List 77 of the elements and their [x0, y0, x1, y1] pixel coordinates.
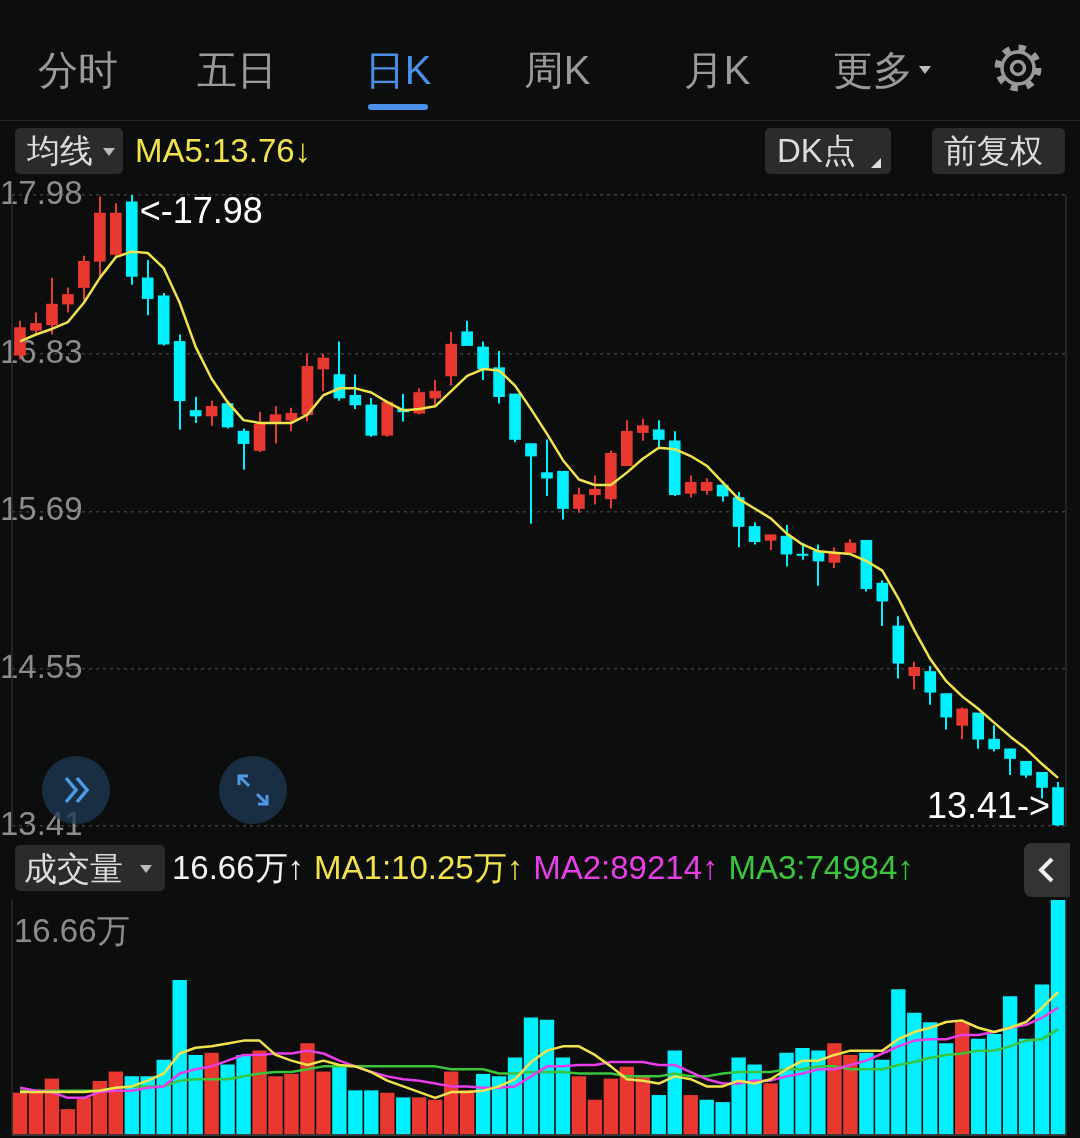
candlestick [461, 319, 473, 347]
bar [763, 1083, 778, 1135]
text: 分时 [38, 48, 118, 92]
chart-title: 成交量 [24, 849, 123, 889]
candlestick [269, 405, 282, 445]
bar [1034, 984, 1050, 1135]
text: MA3:74984↑ [728, 848, 914, 888]
bar [491, 1076, 507, 1135]
bar [923, 1022, 938, 1135]
bar [28, 1092, 44, 1135]
candlestick [684, 474, 697, 499]
bar [555, 1057, 571, 1135]
bar [380, 1092, 395, 1135]
candlestick [1004, 747, 1016, 777]
bar [986, 1033, 1002, 1135]
annotation: 16.66万 [14, 911, 130, 949]
bar [1002, 996, 1018, 1135]
bar [587, 1099, 603, 1135]
candlestick [189, 395, 202, 424]
text: 月K [683, 48, 751, 92]
y-tick-label: 15.69 [0, 490, 83, 528]
candlestick [956, 706, 969, 741]
candlestick [589, 474, 601, 506]
bar [60, 1109, 76, 1135]
candlestick [141, 258, 154, 317]
bar [1050, 900, 1066, 1135]
bar [428, 1099, 443, 1135]
text: 五日 [197, 48, 277, 92]
candlestick [237, 427, 250, 471]
bar [204, 1052, 219, 1135]
bar [571, 1076, 587, 1135]
text: 日K [364, 48, 432, 92]
bar [412, 1097, 427, 1135]
candlestick [876, 579, 889, 627]
text: 前复权 [944, 131, 1043, 171]
text: 更多 [833, 48, 913, 92]
bar [603, 1078, 619, 1135]
bar [539, 1019, 555, 1135]
candlestick [525, 442, 537, 525]
y-tick-label: 17.98 [0, 174, 83, 212]
candlestick [205, 399, 218, 427]
text: MA2:89214↑ [533, 848, 719, 888]
candlestick [541, 438, 553, 498]
bar [970, 1038, 986, 1135]
text: 16.66万↑ [172, 848, 305, 888]
candlestick [748, 521, 761, 546]
candlestick [908, 660, 921, 691]
candlestick [652, 419, 665, 449]
text: 均线 [27, 131, 93, 171]
annotation: 13.41-> [926, 785, 1051, 827]
annotation: <-17.98 [139, 189, 263, 231]
candlestick [988, 724, 1000, 753]
bar [1018, 1038, 1034, 1135]
bar [955, 1022, 970, 1135]
candlestick [30, 311, 42, 336]
candlestick [62, 286, 74, 314]
candlestick [413, 387, 426, 416]
candlestick [429, 379, 442, 406]
candlestick [636, 417, 649, 442]
text: MA5:13.76↓ [135, 131, 312, 171]
candlestick [573, 486, 585, 514]
bar [939, 1043, 954, 1135]
text: 周K [523, 48, 591, 92]
bar [651, 1095, 666, 1135]
bar [396, 1097, 411, 1135]
candlestick [349, 373, 362, 411]
y-tick-label: 13.41 [0, 805, 83, 843]
y-tick-label: 14.55 [0, 647, 83, 685]
candlestick [477, 340, 489, 382]
candlestick [924, 664, 937, 706]
bar [76, 1097, 92, 1135]
bar [12, 1092, 28, 1135]
candlestick [46, 276, 58, 336]
text: DK点 [777, 131, 856, 171]
text: MA1:10.25万↑ [314, 848, 524, 888]
bar [459, 1090, 475, 1135]
bar [683, 1095, 698, 1135]
